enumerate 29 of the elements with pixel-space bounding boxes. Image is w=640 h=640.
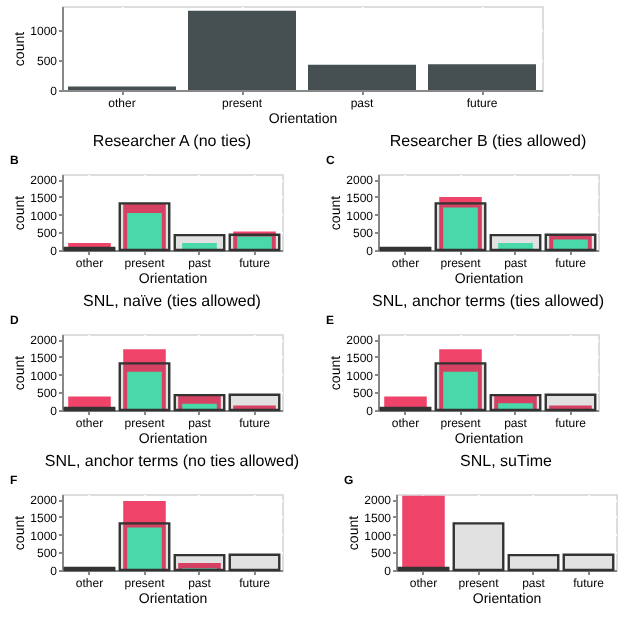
bar	[308, 64, 416, 90]
bar	[452, 522, 505, 572]
bar	[173, 233, 226, 252]
bar	[384, 396, 427, 410]
bar	[562, 553, 615, 572]
bar	[507, 553, 560, 572]
bar	[428, 64, 536, 90]
bar	[118, 522, 171, 572]
bar	[544, 393, 597, 412]
bar	[118, 362, 171, 412]
bar	[68, 396, 111, 410]
bar	[489, 233, 542, 252]
chart-title: Researcher A (no ties)	[92, 132, 252, 150]
bar	[434, 362, 487, 412]
bar	[228, 393, 281, 412]
bar	[544, 233, 597, 252]
bar	[228, 553, 281, 572]
bar	[188, 10, 296, 90]
bar	[489, 393, 542, 412]
chart-title: Researcher B (ties allowed)	[389, 132, 587, 150]
bar	[402, 495, 445, 570]
chart-title: SNL, naïve (ties allowed)	[83, 292, 262, 310]
bar	[228, 233, 281, 252]
chart-title: SNL, suTime	[460, 452, 554, 470]
chart-title: SNL, anchor terms (ties allowed)	[371, 292, 605, 310]
bar	[173, 393, 226, 412]
bar	[68, 242, 111, 250]
chart-title: SNL, anchor terms (no ties allowed)	[44, 452, 300, 470]
bar	[173, 553, 226, 572]
